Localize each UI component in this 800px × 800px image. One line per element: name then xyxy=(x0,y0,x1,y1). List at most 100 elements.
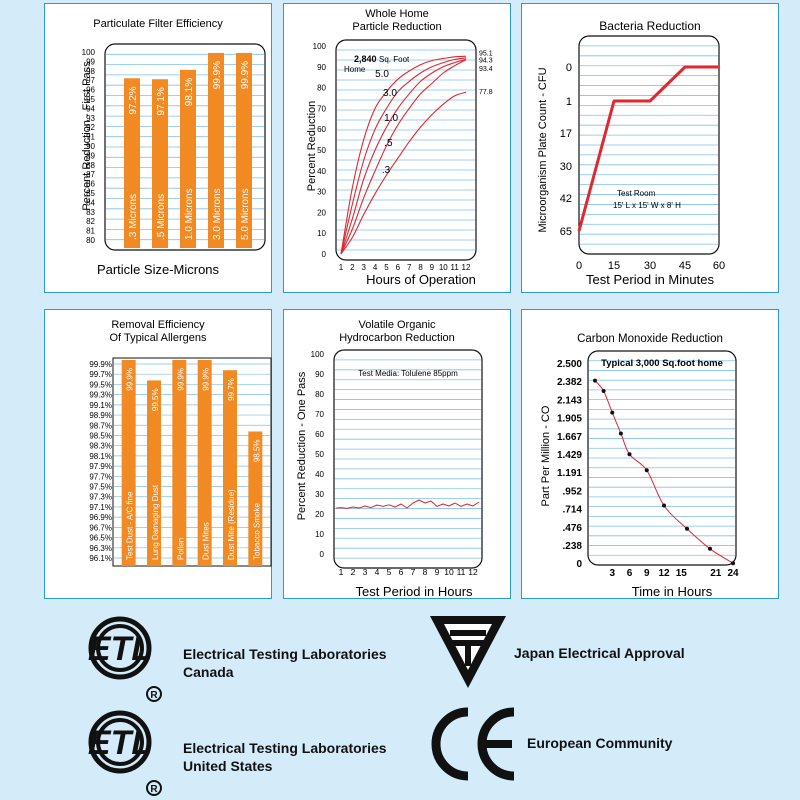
x-tick-label: 2 xyxy=(350,263,355,272)
chart-panel-bacteria: Bacteria Reduction Microorganism Plate C… xyxy=(521,3,779,293)
y-tick-label: 65 xyxy=(560,226,572,238)
data-point xyxy=(731,561,735,566)
y-tick-label: 30 xyxy=(560,161,572,173)
y-tick-label: 98.3% xyxy=(89,442,112,451)
x-tick-label: 4 xyxy=(373,263,378,272)
data-point xyxy=(627,452,632,457)
chart-panel-voc: Volatile Organic Hydrocarbon Reduction P… xyxy=(283,309,511,599)
data-point xyxy=(685,526,689,531)
data-point xyxy=(618,431,623,436)
x-tick-label: 5 xyxy=(384,263,389,272)
y-tick-label: 30 xyxy=(315,490,324,499)
bar-category-label: .3 Microns xyxy=(128,194,139,240)
x-tick-label: 30 xyxy=(644,260,656,272)
y-tick-label: 91 xyxy=(86,133,95,142)
x-tick-label: 6 xyxy=(399,567,404,577)
y-tick-label: 10 xyxy=(317,229,326,238)
x-tick-label: 12 xyxy=(468,567,478,577)
bar-value-label: 97.1% xyxy=(156,87,167,115)
y-tick-label: 20 xyxy=(315,510,324,519)
x-tick-label: 8 xyxy=(423,567,428,577)
y-tick-label: 2.143 xyxy=(557,395,582,406)
y-tick-label: 96.7% xyxy=(89,523,112,532)
y-tick-label: 97.3% xyxy=(89,493,112,502)
y-tick-label: 97.5% xyxy=(89,483,112,492)
y-tick-label: 1.905 xyxy=(557,414,582,425)
series-line xyxy=(336,499,480,509)
series-label: 3.0 xyxy=(383,88,397,99)
y-tick-label: 0 xyxy=(566,62,572,74)
y-tick-label: 88 xyxy=(86,161,95,170)
x-tick-label: 11 xyxy=(457,567,466,577)
x-tick-label: 1 xyxy=(339,263,344,272)
chart-panel-particulate: Particulate Filter Efficiency Percent Re… xyxy=(44,3,272,293)
y-tick-label: 94 xyxy=(86,104,95,113)
data-point xyxy=(610,410,615,415)
y-tick-label: 97 xyxy=(86,76,95,85)
y-tick-label: 98.9% xyxy=(89,411,112,420)
x-tick-label: 15 xyxy=(608,260,620,272)
bar-category-label: 5.0 Microns xyxy=(240,188,251,240)
y-tick-label: 97.7% xyxy=(89,472,112,481)
y-tick-label: 96.9% xyxy=(89,513,112,522)
bar-value-label: 99.9% xyxy=(126,368,135,391)
y-tick-label: 0 xyxy=(320,550,325,559)
y-tick-label: 1.667 xyxy=(557,432,582,443)
plot-area xyxy=(112,357,272,567)
y-tick-label: 99.3% xyxy=(89,391,112,400)
x-tick-label: 1 xyxy=(339,567,344,577)
x-tick-label: 11 xyxy=(450,263,459,272)
x-tick-label: 5 xyxy=(387,567,392,577)
x-axis-label: Test Period in Minutes xyxy=(586,272,714,287)
x-tick-label: 45 xyxy=(679,260,691,272)
x-tick-label: 12 xyxy=(462,263,471,272)
x-tick-label: 9 xyxy=(430,263,435,272)
y-tick-label: 98.1% xyxy=(89,452,112,461)
data-point xyxy=(601,389,606,394)
bar xyxy=(236,52,252,248)
data-point xyxy=(708,546,712,551)
bar xyxy=(248,431,263,566)
bar-category-label: Dust Mite (Residue) xyxy=(227,489,236,560)
y-tick-label: 96.3% xyxy=(89,544,112,553)
bar-category-label: Dust Mites xyxy=(202,522,211,560)
chart-panel-whole-home: Whole Home Particle Reduction Percent Re… xyxy=(283,3,511,293)
series-line xyxy=(340,57,467,255)
y-tick-label: 70 xyxy=(315,410,324,419)
y-tick-label: 60 xyxy=(317,125,326,134)
bar xyxy=(197,360,212,566)
series-label: 1.0 xyxy=(384,113,398,124)
bar-value-label: 99.9% xyxy=(212,61,223,89)
y-tick-label: 100 xyxy=(82,48,96,57)
bar xyxy=(208,52,224,248)
series-line xyxy=(340,55,467,255)
y-tick-label: 50 xyxy=(317,146,326,155)
chart-title: Carbon Monoxide Reduction xyxy=(577,333,723,345)
y-tick-label: 86 xyxy=(86,180,95,189)
y-tick-label: 98.7% xyxy=(89,421,112,430)
x-tick-label: 60 xyxy=(713,260,725,272)
x-axis-label: Hours of Operation xyxy=(366,272,476,287)
bar xyxy=(124,78,140,248)
y-tick-label: 30 xyxy=(317,188,326,197)
series-end-label: 93.4 xyxy=(479,66,493,73)
x-tick-label: 9 xyxy=(644,568,650,579)
chart-title: Removal Efficiency xyxy=(111,319,205,331)
series-label: 5.0 xyxy=(375,69,389,80)
y-tick-label: .476 xyxy=(563,523,583,534)
y-tick-label: 87 xyxy=(86,170,95,179)
bar-value-label: 99.9% xyxy=(240,61,251,89)
y-tick-label: 99.1% xyxy=(89,401,112,410)
y-tick-label: 80 xyxy=(315,390,324,399)
y-tick-label: 85 xyxy=(86,189,95,198)
japan-electrical-logo xyxy=(430,616,506,688)
y-tick-label: 0 xyxy=(322,250,327,259)
x-axis-label: Test Period in Hours xyxy=(355,584,473,599)
annotation: Test Room xyxy=(617,189,656,198)
x-tick-label: 15 xyxy=(676,568,688,579)
etl-us-logo: ETL R xyxy=(88,710,162,796)
bar-category-label: Test Dust - A/C fine xyxy=(126,491,135,560)
y-tick-label: 82 xyxy=(86,217,95,226)
data-point xyxy=(593,378,597,383)
x-tick-label: 6 xyxy=(627,568,633,579)
